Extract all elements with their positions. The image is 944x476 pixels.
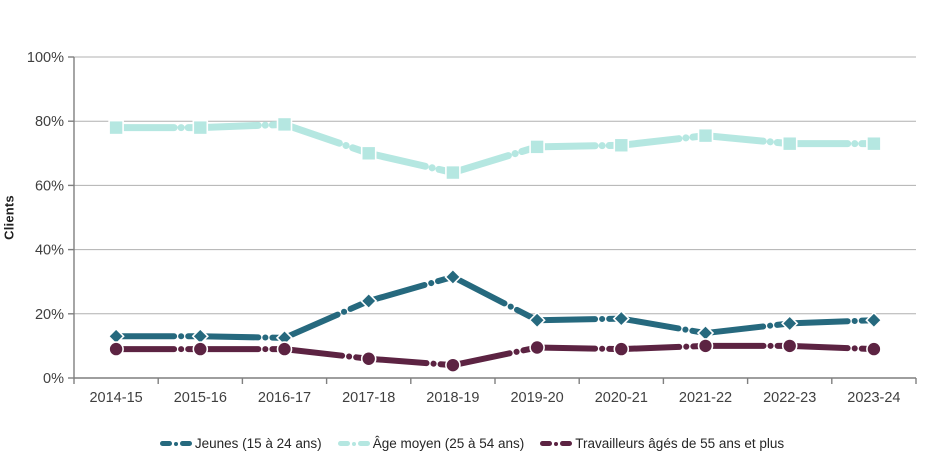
y-tick-label: 20% (35, 307, 64, 323)
data-point-square (276, 116, 293, 133)
x-tick-label: 2020-21 (595, 390, 648, 406)
y-tick-label: 80% (35, 114, 64, 130)
legend-dash-icon (159, 441, 172, 446)
series-segment-0 (281, 297, 372, 341)
data-point-square (781, 135, 798, 152)
data-point-square (360, 145, 377, 162)
data-point-square (445, 164, 461, 181)
y-tick-label: 0% (43, 371, 64, 387)
series-segment-2 (786, 342, 877, 353)
data-point-circle (276, 341, 293, 357)
series-segment-2 (281, 346, 372, 362)
data-point-diamond (865, 311, 883, 329)
data-point-circle (697, 338, 714, 354)
y-tick-label: 100% (27, 50, 64, 66)
x-tick-label: 2015-16 (174, 390, 227, 406)
legend-dash-icon (357, 441, 370, 446)
series-segment-2 (618, 342, 709, 353)
legend-dot-icon (554, 441, 559, 446)
y-tick-label: 40% (35, 243, 64, 259)
series-segment-0 (449, 273, 541, 324)
data-point-circle (360, 350, 377, 367)
series-segment-2 (449, 344, 541, 369)
series-segment-0 (365, 273, 456, 304)
data-point-circle (529, 339, 545, 356)
legend-dot-icon (173, 441, 178, 446)
series-segment-0 (197, 333, 288, 341)
y-tick-label: 60% (35, 178, 64, 194)
series-segment-1 (196, 120, 288, 132)
series-segment-0 (786, 317, 877, 327)
legend-item: Travailleurs âgés de 55 ans et plus (540, 436, 784, 451)
legend-item: Âge moyen (25 à 54 ans) (337, 436, 525, 451)
legend-label: Jeunes (15 à 24 ans) (194, 436, 322, 451)
data-point-square (866, 135, 882, 152)
data-point-square (697, 127, 714, 144)
data-point-square (613, 137, 630, 154)
data-point-square (108, 119, 124, 136)
legend-dash-icon (179, 441, 192, 446)
series-segment-1 (617, 132, 709, 149)
legend-label: Travailleurs âgés de 55 ans et plus (575, 436, 785, 451)
series-segment-0 (702, 320, 793, 337)
legend-line-marker-icon (159, 441, 192, 446)
series-segment-2 (365, 355, 456, 369)
legend-dash-icon (560, 441, 573, 446)
x-tick-label: 2016-17 (258, 390, 311, 406)
y-axis-title: Clients (1, 195, 17, 240)
data-point-circle (445, 357, 461, 373)
series-segment-1 (365, 149, 457, 177)
series-segment-0 (534, 315, 625, 324)
chart-legend: Jeunes (15 à 24 ans) Âge moyen (25 à 54 a… (0, 436, 944, 451)
data-point-circle (866, 341, 882, 357)
x-tick-label: 2021-22 (679, 390, 732, 406)
series-segment-0 (618, 315, 709, 337)
x-tick-label: 2014-15 (89, 390, 142, 406)
legend-label: Âge moyen (25 à 54 ans) (372, 436, 525, 451)
data-point-diamond (781, 314, 799, 333)
series-segment-1 (449, 143, 541, 177)
series-segment-2 (534, 344, 625, 353)
series-segment-1 (702, 132, 794, 148)
data-point-diamond (360, 292, 378, 310)
legend-dash-icon (540, 441, 553, 446)
x-tick-label: 2017-18 (342, 390, 395, 406)
legend-line-marker-icon (540, 441, 573, 446)
x-tick-label: 2019-20 (510, 390, 563, 406)
x-tick-label: 2022-23 (763, 390, 816, 406)
data-point-circle (192, 341, 209, 357)
data-point-circle (613, 341, 630, 357)
series-segment-1 (281, 120, 373, 157)
series-segment-1 (533, 141, 625, 151)
data-point-diamond (612, 309, 630, 328)
legend-item: Jeunes (15 à 24 ans) (159, 436, 322, 451)
data-point-circle (781, 338, 798, 354)
data-point-diamond (444, 268, 462, 286)
x-tick-label: 2018-19 (426, 390, 479, 406)
data-point-square (529, 139, 545, 155)
data-point-diamond (528, 311, 546, 329)
legend-dash-icon (337, 441, 350, 446)
legend-line-marker-icon (337, 441, 370, 446)
legend-dot-icon (351, 441, 356, 446)
data-point-circle (108, 341, 124, 357)
data-point-square (192, 119, 209, 136)
x-tick-label: 2023-24 (847, 390, 900, 406)
